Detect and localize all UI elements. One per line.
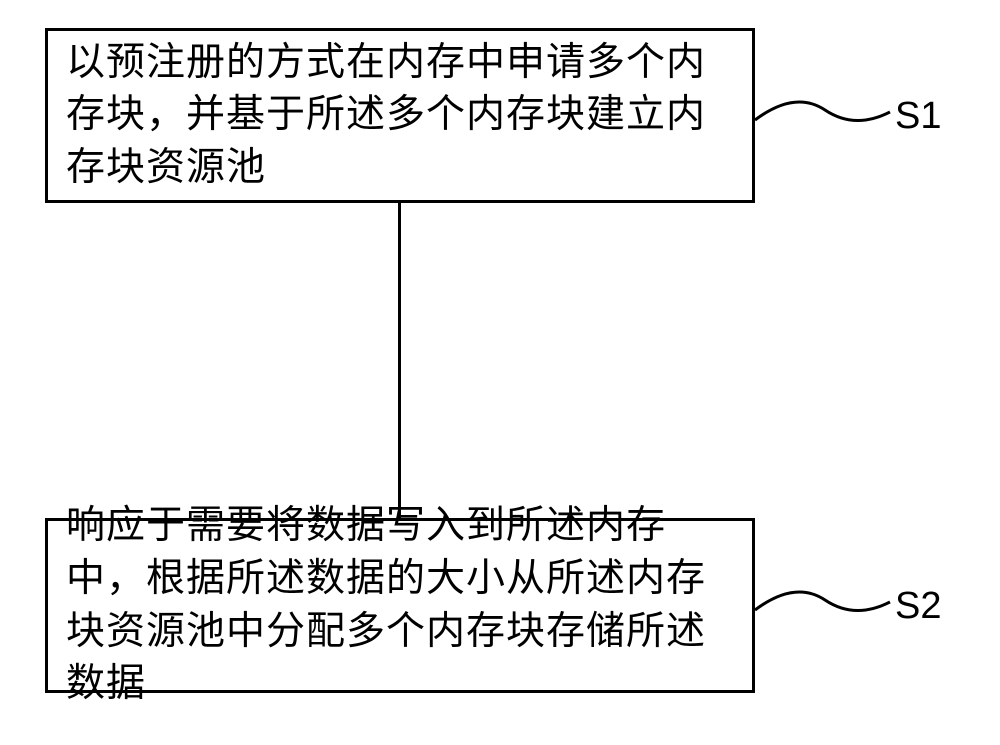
step-2-text: 响应于需要将数据写入到所述内存中，根据所述数据的大小从所述内存块资源池中分配多个… <box>66 500 734 711</box>
label-s1: S1 <box>895 95 941 138</box>
flowchart-step-2: 响应于需要将数据写入到所述内存中，根据所述数据的大小从所述内存块资源池中分配多个… <box>45 518 755 693</box>
label-s2: S2 <box>895 585 941 628</box>
label-curve-s1 <box>755 95 895 135</box>
step-1-text: 以预注册的方式在内存中申请多个内存块，并基于所述多个内存块建立内存块资源池 <box>66 37 734 195</box>
flowchart-step-1: 以预注册的方式在内存中申请多个内存块，并基于所述多个内存块建立内存块资源池 <box>45 28 755 203</box>
flowchart-container: 以预注册的方式在内存中申请多个内存块，并基于所述多个内存块建立内存块资源池 响应… <box>0 0 1000 745</box>
connector-1-2 <box>398 203 401 518</box>
label-curve-s2 <box>755 585 895 625</box>
